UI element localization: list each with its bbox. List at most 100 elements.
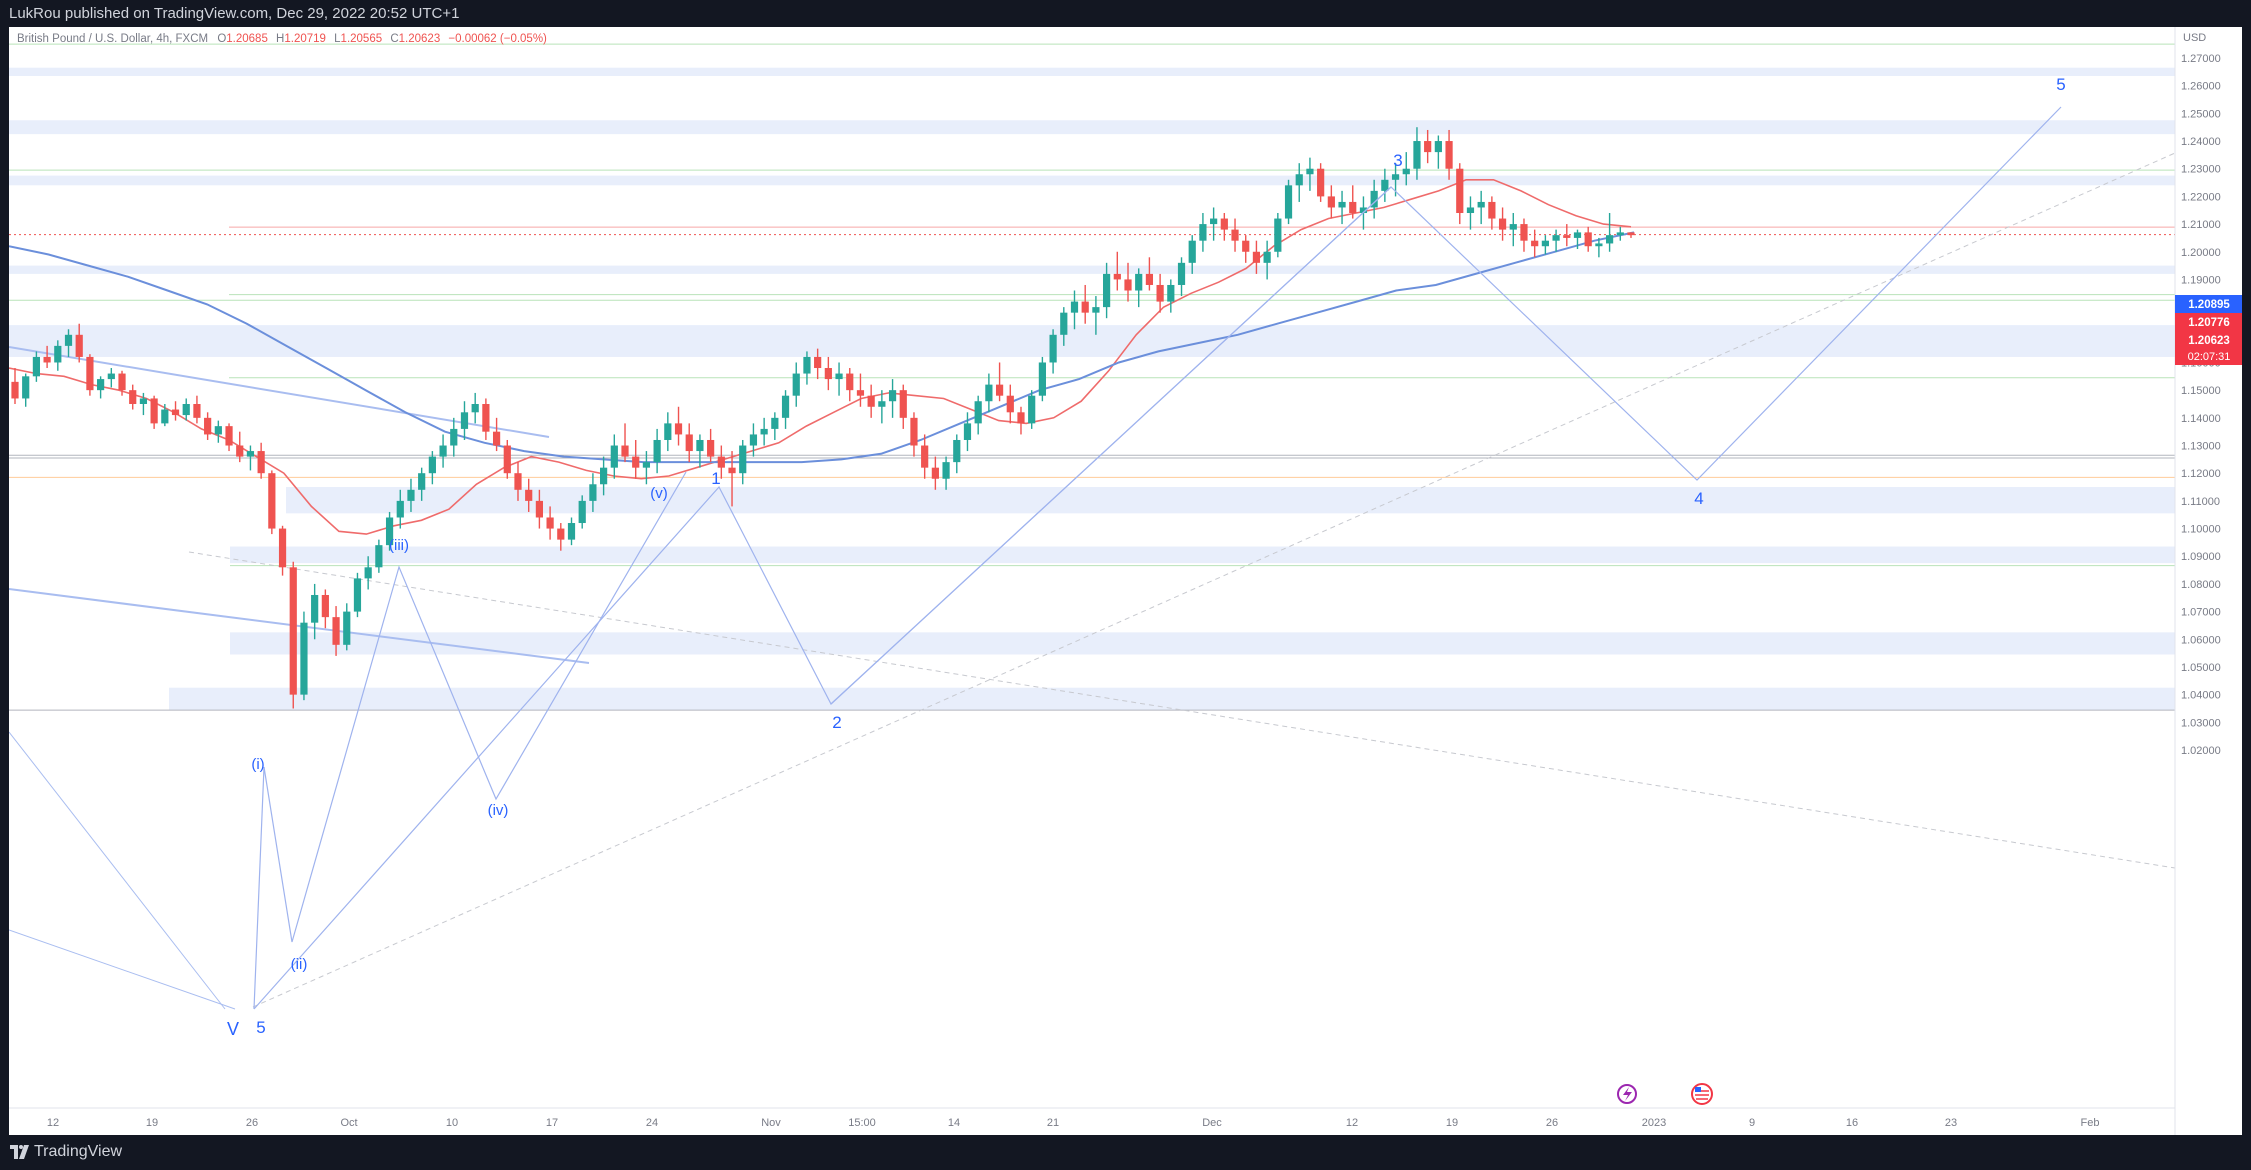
candle-body	[236, 445, 244, 457]
candle-body	[1466, 207, 1475, 214]
candle-body	[1477, 201, 1485, 208]
candle-body	[332, 617, 340, 645]
wave-label-ii: (ii)	[291, 956, 308, 973]
candle-body	[1049, 334, 1057, 363]
lightning-event-icon[interactable]	[1617, 1084, 1637, 1104]
chart-frame: V 5 (i) (ii) (iii) (iv) (v) 1 2 3 4 5 British Pound…	[8, 27, 2242, 1135]
wave-label-i: (i)	[251, 756, 264, 773]
candle-body	[1070, 301, 1079, 313]
candle-body	[1616, 232, 1624, 236]
price-tick: 1.08000	[2181, 579, 2221, 591]
price-axis[interactable]: USD 1.27000 1.26000 1.25000 1.24000 1.23000 1…	[2174, 27, 2221, 1135]
bottom-bar: TradingView	[0, 1135, 2251, 1170]
time-tick: Dec	[1202, 1117, 1222, 1129]
candle-body	[642, 462, 651, 468]
time-axis[interactable]: 12 19 26 Oct 10 17 24 Nov 15:00 14 21 Dec 12 19 26 2023…	[9, 1107, 2175, 1129]
candle-body	[1199, 224, 1207, 241]
candle-body	[225, 426, 233, 446]
candle-body	[503, 445, 511, 474]
tradingview-logo-icon[interactable]	[10, 1143, 30, 1161]
candle-body	[792, 373, 800, 396]
us-flag-event-icon[interactable]	[1691, 1083, 1713, 1105]
candle-body	[707, 439, 715, 457]
candle-body	[64, 334, 73, 346]
candle-body	[1092, 307, 1100, 313]
candle-body	[43, 356, 51, 363]
candle-body	[1520, 224, 1528, 241]
time-tick: 2023	[1642, 1117, 1666, 1129]
candle-body	[1391, 174, 1400, 180]
channel-line	[188, 551, 2176, 869]
candle-body	[664, 423, 672, 440]
candle-body	[1563, 235, 1571, 238]
wave-label-iv: (iv)	[488, 802, 509, 819]
candle-body	[974, 401, 982, 424]
legend-close-label: C	[390, 33, 398, 45]
sr-zone	[286, 487, 2175, 514]
candle-body	[118, 373, 126, 391]
candle-body	[418, 473, 426, 490]
candle-body	[1627, 232, 1635, 236]
candle-body	[953, 439, 961, 463]
candle-body	[1242, 240, 1250, 252]
badge-red	[2175, 313, 2242, 331]
candle-body	[696, 439, 704, 452]
candle-body	[129, 390, 137, 404]
candle-body	[814, 356, 822, 369]
tradingview-brand[interactable]: TradingView	[34, 1143, 123, 1160]
price-tick: 1.06000	[2181, 634, 2221, 646]
candle-body	[1445, 141, 1453, 169]
candle-body	[1595, 243, 1603, 247]
sr-zone	[230, 546, 2175, 564]
time-tick: Feb	[2081, 1117, 2100, 1129]
candle-body	[931, 467, 939, 479]
candle-body	[867, 395, 875, 407]
price-tick: 1.10000	[2181, 524, 2221, 536]
candle-body	[1231, 229, 1239, 241]
candle-body	[1531, 240, 1539, 247]
candle-body	[1135, 273, 1143, 291]
wave-label-two: 2	[832, 713, 841, 732]
price-tick: 1.05000	[2181, 662, 2221, 674]
candle-body	[1424, 141, 1432, 153]
price-tick: 1.02000	[2181, 745, 2221, 757]
sr-zone	[9, 67, 2175, 76]
candle-body	[171, 409, 180, 416]
candle-body	[846, 373, 854, 391]
candle-body	[632, 456, 640, 468]
candle-body	[1498, 218, 1507, 230]
candle-body	[1274, 218, 1282, 252]
legend-open-label: O	[217, 33, 226, 45]
candle-body	[161, 409, 169, 424]
sr-zone	[230, 632, 2175, 655]
badge-last	[2175, 331, 2242, 365]
candle-body	[525, 489, 533, 501]
candle-body	[995, 384, 1004, 396]
candle-body	[910, 417, 918, 446]
candle-body	[54, 345, 62, 363]
price-tick: 1.19000	[2181, 274, 2221, 286]
candle-body	[139, 398, 148, 404]
candle-body	[1028, 395, 1036, 424]
candle-body	[749, 434, 758, 446]
candle-body	[492, 431, 501, 446]
wave-path	[830, 186, 1392, 705]
event-icons[interactable]	[1617, 1083, 1713, 1105]
candle-body	[963, 423, 972, 440]
candle-body	[1370, 190, 1378, 208]
candle-body	[257, 451, 265, 474]
candle-body	[321, 594, 329, 618]
candle-body	[1038, 362, 1046, 396]
price-tick: 1.20000	[2181, 247, 2221, 259]
price-tick: 1.24000	[2181, 136, 2221, 148]
candle-body	[1103, 273, 1111, 308]
candle-body	[300, 622, 308, 695]
level-layer	[9, 43, 2175, 711]
axis-currency: USD	[2183, 32, 2206, 44]
trendline	[8, 346, 550, 438]
price-tick: 1.13000	[2181, 441, 2221, 453]
trendline	[8, 929, 236, 1010]
candle-body	[514, 473, 522, 490]
candle-body	[888, 390, 897, 402]
